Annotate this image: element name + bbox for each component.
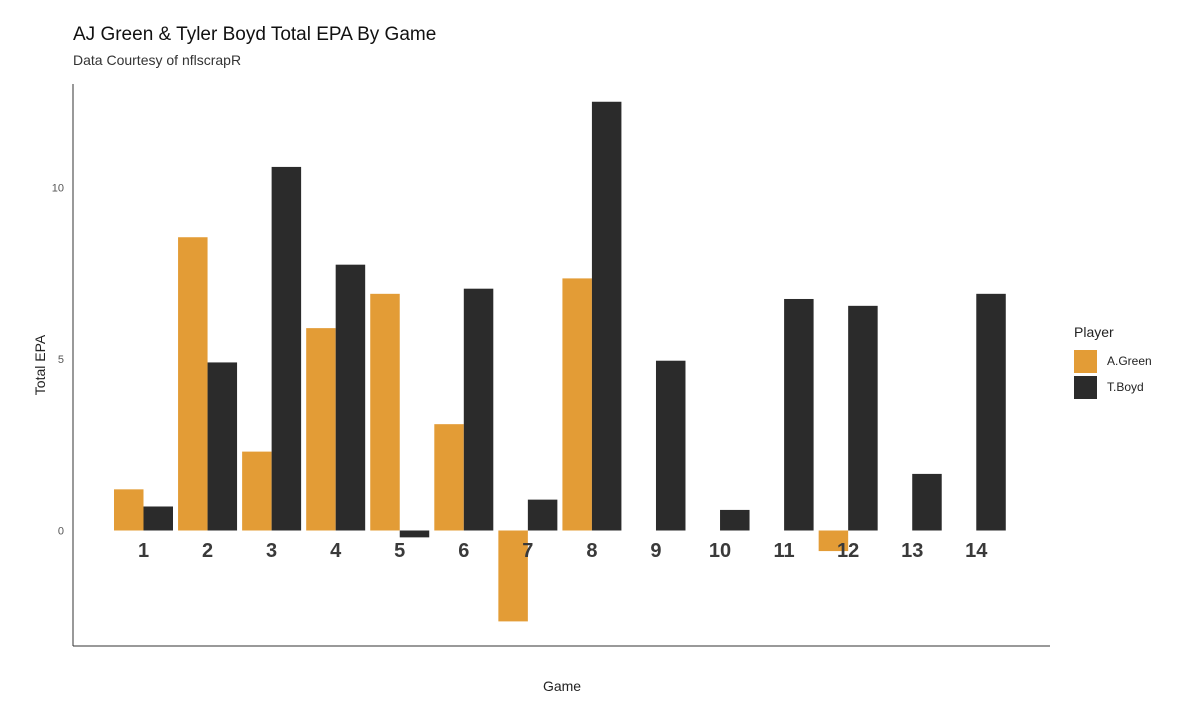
bar-a-green-game-4 xyxy=(306,328,336,531)
y-tick-label: 5 xyxy=(58,354,64,366)
x-tick-label: 13 xyxy=(901,540,923,562)
bar-a-green-game-12 xyxy=(818,530,849,552)
y-tick-label: 0 xyxy=(58,526,64,538)
chart-title: AJ Green & Tyler Boyd Total EPA By Game xyxy=(73,24,437,45)
x-tick-label: 8 xyxy=(586,540,597,562)
x-tick-label: 9 xyxy=(650,540,661,562)
bar-t-boyd-game-3 xyxy=(271,166,302,531)
bar-t-boyd-game-12 xyxy=(848,305,878,531)
bar-t-boyd-game-7 xyxy=(527,499,558,531)
bar-t-boyd-game-14 xyxy=(976,293,1006,531)
legend: Player A.Green T.Boyd xyxy=(1074,324,1152,400)
bar-t-boyd-game-2 xyxy=(207,362,238,531)
x-tick-label: 6 xyxy=(458,540,469,562)
bar-a-green-game-6 xyxy=(434,424,464,531)
legend-swatch-t-boyd xyxy=(1074,375,1097,399)
bar-a-green-game-2 xyxy=(178,237,208,531)
legend-title: Player xyxy=(1074,324,1114,340)
bar-a-green-game-3 xyxy=(242,451,272,531)
x-axis-label: Game xyxy=(542,678,582,694)
bar-a-green-game-5 xyxy=(370,293,400,531)
x-tick-label: 5 xyxy=(394,540,405,562)
y-tick-label: 10 xyxy=(52,183,64,195)
bar-t-boyd-game-9 xyxy=(655,360,686,531)
bar-t-boyd-game-10 xyxy=(720,509,750,531)
bar-a-green-game-1 xyxy=(114,489,144,531)
chart-subtitle: Data Courtesy of nflscrapR xyxy=(73,52,242,68)
bar-t-boyd-game-8 xyxy=(591,101,622,531)
bar-a-green-game-8 xyxy=(562,278,592,531)
bar-t-boyd-game-4 xyxy=(335,264,366,531)
x-tick-label: 4 xyxy=(330,540,342,562)
x-tick-label: 2 xyxy=(202,540,213,562)
legend-label-t-boyd: T.Boyd xyxy=(1107,380,1144,394)
bar-a-green-game-7 xyxy=(498,530,528,622)
bar-t-boyd-game-6 xyxy=(463,288,494,531)
bar-t-boyd-game-13 xyxy=(912,473,942,531)
legend-swatch-a-green xyxy=(1074,349,1097,373)
x-tick-label: 1 xyxy=(138,540,149,562)
bar-t-boyd-game-5 xyxy=(399,530,430,538)
x-tick-label: 14 xyxy=(965,540,988,562)
x-tick-label: 3 xyxy=(266,540,277,562)
bar-t-boyd-game-1 xyxy=(143,506,173,531)
bars xyxy=(114,101,1006,622)
axes xyxy=(72,84,1050,647)
bar-t-boyd-game-11 xyxy=(784,298,814,531)
x-tick-label: 12 xyxy=(837,540,859,562)
legend-item-a-green: A.Green xyxy=(1074,348,1152,374)
x-tick-label: 7 xyxy=(522,540,533,562)
x-tick-label: 11 xyxy=(774,540,795,562)
legend-label-a-green: A.Green xyxy=(1107,354,1152,368)
x-tick-label: 10 xyxy=(709,540,731,562)
legend-item-t-boyd: T.Boyd xyxy=(1074,374,1152,400)
